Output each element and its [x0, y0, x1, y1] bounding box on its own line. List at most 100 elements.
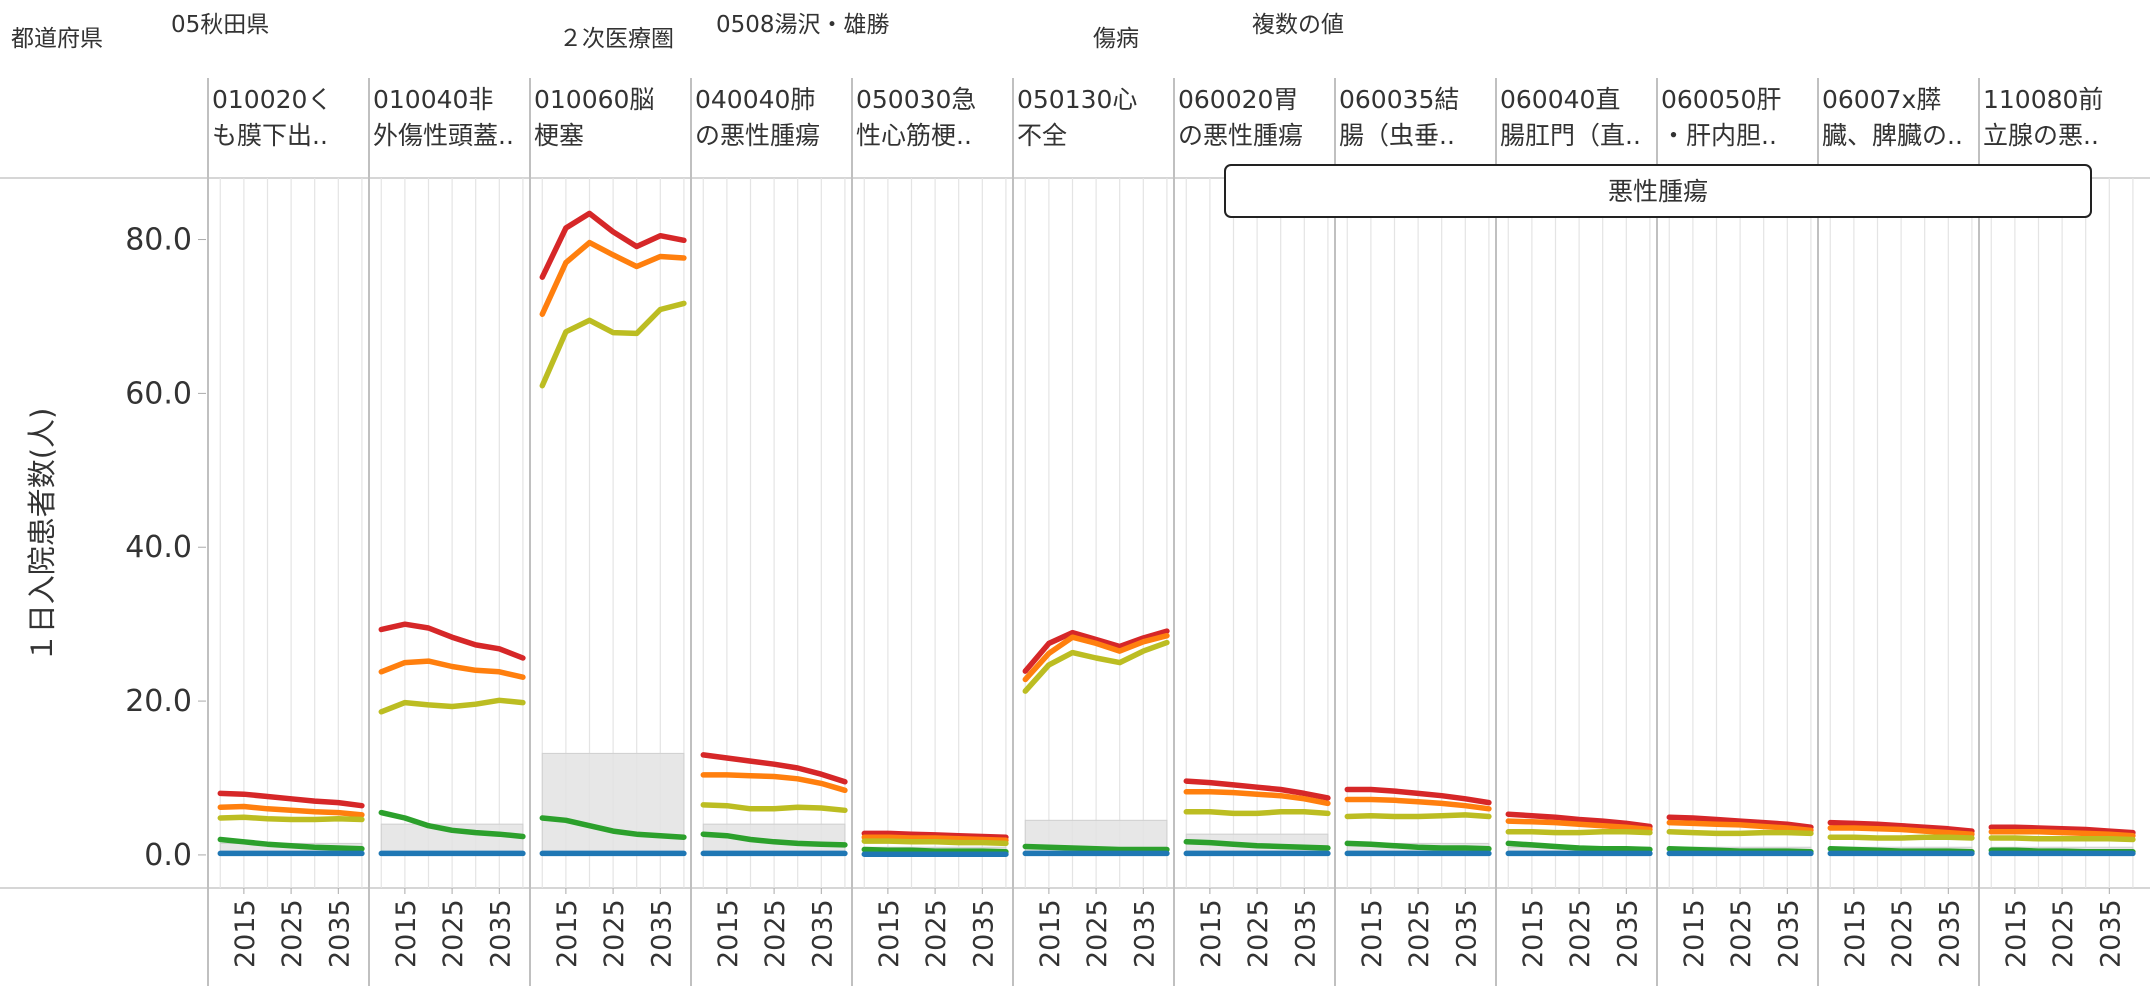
x-tick-label: 2015 [1679, 899, 1710, 968]
x-tick-label: 2015 [1518, 899, 1549, 968]
x-tick-label: 2035 [1934, 899, 1965, 968]
x-tick-label: 2025 [1726, 899, 1757, 968]
series-line [700, 802, 848, 814]
series-line [700, 772, 848, 794]
x-tick-label: 2025 [277, 899, 308, 968]
series-line [539, 300, 687, 389]
series-line [861, 838, 1009, 847]
x-tick-label: 2025 [1565, 899, 1596, 968]
panel-header: 040040肺 [695, 85, 815, 114]
filter-label: 都道府県 [11, 26, 103, 52]
annotation-box [1224, 164, 2092, 218]
panel-header: 臓、脾臓の.. [1822, 121, 1963, 150]
filter-value[interactable]: 複数の値 [1252, 12, 1344, 38]
series-line [1022, 628, 1170, 674]
x-tick-label: 2015 [2001, 899, 2032, 968]
x-tick-label: 2015 [1035, 899, 1066, 968]
panel-header: 外傷性頭蓋.. [373, 121, 514, 150]
series-line [1183, 839, 1331, 851]
x-tick-label: 2035 [968, 899, 999, 968]
y-tick-label: 80.0 [125, 223, 192, 258]
x-tick-label: 2025 [2048, 899, 2079, 968]
series-line [1988, 835, 2136, 843]
x-tick-label: 2035 [1451, 899, 1482, 968]
x-tick-label: 2015 [874, 899, 905, 968]
series-line [378, 809, 526, 840]
filter-label: 傷病 [1093, 26, 1139, 52]
series-line [378, 658, 526, 680]
y-axis-label: １日入院患者数(人) [25, 408, 59, 663]
panel-header: 010060脳 [534, 85, 654, 114]
x-tick-label: 2025 [599, 899, 630, 968]
series-line [700, 752, 848, 785]
series-line [1505, 829, 1653, 836]
x-tick-label: 2035 [1612, 899, 1643, 968]
series-line [861, 830, 1009, 840]
series-line [217, 790, 365, 809]
x-tick-label: 2035 [646, 899, 677, 968]
x-tick-label: 2025 [1404, 899, 1435, 968]
panel-header: も膜下出.. [212, 121, 328, 150]
panel-header: の悪性腫瘍 [695, 121, 820, 150]
filter-label: ２次医療圏 [559, 26, 674, 52]
series-line [1183, 778, 1331, 801]
series-line [861, 846, 1009, 855]
panel-header: 梗塞 [534, 121, 584, 150]
series-line [539, 815, 687, 840]
series-line [1827, 819, 1975, 834]
filter-value[interactable]: 0508湯沢・雄勝 [716, 12, 890, 38]
series-line [1666, 829, 1814, 837]
series-line [217, 803, 365, 818]
series-line [861, 834, 1009, 844]
panel-header: 060020胃 [1178, 85, 1298, 114]
panel-header: 010040非 [373, 85, 493, 114]
x-tick-label: 2035 [1129, 899, 1160, 968]
filter-value[interactable]: 05秋田県 [171, 12, 269, 38]
band [541, 752, 685, 856]
x-tick-label: 2035 [2095, 899, 2126, 968]
x-tick-label: 2015 [1357, 899, 1388, 968]
series-line [1344, 812, 1492, 820]
series-line [1022, 639, 1170, 694]
x-tick-label: 2015 [391, 899, 422, 968]
x-tick-label: 2035 [1290, 899, 1321, 968]
y-tick-label: 60.0 [125, 376, 192, 411]
x-tick-label: 2035 [324, 899, 355, 968]
x-tick-label: 2025 [1082, 899, 1113, 968]
series-line [539, 239, 687, 317]
panel-header: 060050肝 [1661, 85, 1781, 114]
panel-header: 腸（虫垂.. [1339, 121, 1455, 150]
x-tick-label: 2015 [230, 899, 261, 968]
x-tick-label: 2025 [438, 899, 469, 968]
series-line [1022, 632, 1170, 683]
x-tick-label: 2015 [713, 899, 744, 968]
series-line [1988, 824, 2136, 836]
x-tick-label: 2015 [1840, 899, 1871, 968]
panel-header: 不全 [1017, 121, 1067, 150]
series-line [217, 836, 365, 852]
panel-header: 性心筋梗.. [856, 121, 972, 150]
series-line [1827, 834, 1975, 841]
series-line [700, 831, 848, 848]
series-line [1344, 796, 1492, 812]
panel-header: 060035結 [1339, 85, 1459, 114]
y-tick-label: 0.0 [144, 838, 192, 873]
y-tick-label: 20.0 [125, 684, 192, 719]
series-line [378, 621, 526, 661]
series-line [1666, 814, 1814, 830]
series-line [1183, 809, 1331, 817]
x-tick-label: 2025 [1243, 899, 1274, 968]
x-tick-label: 2025 [921, 899, 952, 968]
series-line [539, 210, 687, 280]
series-line [217, 814, 365, 823]
x-tick-label: 2025 [760, 899, 791, 968]
x-tick-label: 2015 [1196, 899, 1227, 968]
series-line [1666, 819, 1814, 834]
panel-header: 050030急 [856, 85, 976, 114]
panel-header: 06007x膵 [1822, 85, 1941, 114]
series-line [1505, 840, 1653, 853]
panel-header: 060040直 [1500, 85, 1620, 114]
panel-header: 110080前 [1983, 85, 2103, 114]
